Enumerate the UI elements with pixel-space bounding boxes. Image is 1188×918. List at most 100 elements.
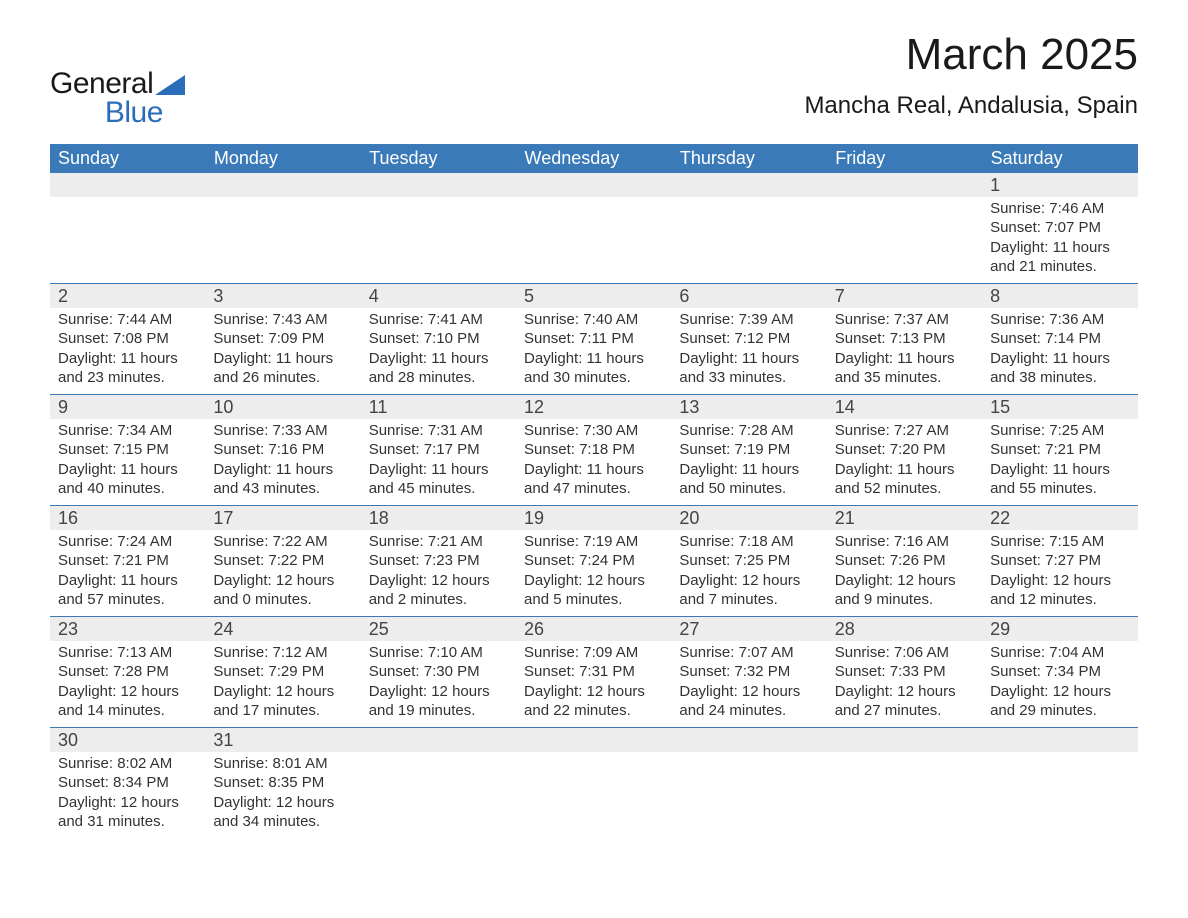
daylight-line: Daylight: 12 hours and 0 minutes. [213,571,352,610]
day-content-cell: Sunrise: 7:15 AMSunset: 7:27 PMDaylight:… [982,530,1137,617]
daylight-line: Daylight: 11 hours and 45 minutes. [369,460,508,499]
day-number-cell: 16 [50,505,205,530]
day-content-cell: Sunrise: 7:13 AMSunset: 7:28 PMDaylight:… [50,641,205,728]
daylight-line: Daylight: 11 hours and 52 minutes. [835,460,974,499]
day-content-cell [671,197,826,284]
sunrise-line: Sunrise: 7:16 AM [835,532,974,552]
sunrise-line: Sunrise: 7:22 AM [213,532,352,552]
sunset-line: Sunset: 7:11 PM [524,329,663,349]
sunrise-line: Sunrise: 7:44 AM [58,310,197,330]
sunset-line: Sunset: 7:18 PM [524,440,663,460]
title-block: March 2025 Mancha Real, Andalusia, Spain [804,30,1138,120]
day-number-cell: 18 [361,505,516,530]
day-content-cell: Sunrise: 7:39 AMSunset: 7:12 PMDaylight:… [671,308,826,395]
daylight-line: Daylight: 12 hours and 24 minutes. [679,682,818,721]
sunrise-line: Sunrise: 7:21 AM [369,532,508,552]
day-content-cell: Sunrise: 7:43 AMSunset: 7:09 PMDaylight:… [205,308,360,395]
day-content-cell: Sunrise: 7:06 AMSunset: 7:33 PMDaylight:… [827,641,982,728]
day-content-cell: Sunrise: 7:40 AMSunset: 7:11 PMDaylight:… [516,308,671,395]
calendar-body: 1Sunrise: 7:46 AMSunset: 7:07 PMDaylight… [50,173,1138,838]
daylight-line: Daylight: 11 hours and 26 minutes. [213,349,352,388]
day-number-cell: 19 [516,505,671,530]
daylight-line: Daylight: 11 hours and 43 minutes. [213,460,352,499]
sunrise-line: Sunrise: 8:01 AM [213,754,352,774]
daylight-line: Daylight: 11 hours and 23 minutes. [58,349,197,388]
day-content-cell [827,752,982,838]
header: General Blue March 2025 Mancha Real, And… [50,30,1138,126]
calendar-header-row: SundayMondayTuesdayWednesdayThursdayFrid… [50,144,1138,173]
day-number-cell: 2 [50,283,205,308]
sunrise-line: Sunrise: 7:46 AM [990,199,1129,219]
sunset-line: Sunset: 7:21 PM [990,440,1129,460]
weekday-header: Thursday [671,144,826,173]
sunset-line: Sunset: 7:14 PM [990,329,1129,349]
sunrise-line: Sunrise: 8:02 AM [58,754,197,774]
sunset-line: Sunset: 7:33 PM [835,662,974,682]
day-content-cell: Sunrise: 7:09 AMSunset: 7:31 PMDaylight:… [516,641,671,728]
day-content-cell: Sunrise: 7:36 AMSunset: 7:14 PMDaylight:… [982,308,1137,395]
sunset-line: Sunset: 7:07 PM [990,218,1129,238]
sunrise-line: Sunrise: 7:13 AM [58,643,197,663]
day-content-cell [671,752,826,838]
daylight-line: Daylight: 12 hours and 5 minutes. [524,571,663,610]
sunrise-line: Sunrise: 7:27 AM [835,421,974,441]
sunset-line: Sunset: 7:34 PM [990,662,1129,682]
daylight-line: Daylight: 12 hours and 14 minutes. [58,682,197,721]
sunrise-line: Sunrise: 7:28 AM [679,421,818,441]
weekday-header: Saturday [982,144,1137,173]
brand-logo: General Blue [50,70,185,126]
weekday-header: Monday [205,144,360,173]
day-number-cell: 30 [50,727,205,752]
sunset-line: Sunset: 7:16 PM [213,440,352,460]
sunrise-line: Sunrise: 7:10 AM [369,643,508,663]
day-content-cell: Sunrise: 7:07 AMSunset: 7:32 PMDaylight:… [671,641,826,728]
month-title: March 2025 [804,30,1138,80]
brand-name: General Blue [50,70,185,126]
weekday-header: Friday [827,144,982,173]
sunset-line: Sunset: 7:13 PM [835,329,974,349]
day-number-cell [361,727,516,752]
day-number-cell: 5 [516,283,671,308]
day-content-cell [827,197,982,284]
sunset-line: Sunset: 7:25 PM [679,551,818,571]
day-number-cell: 27 [671,616,826,641]
daylight-line: Daylight: 11 hours and 57 minutes. [58,571,197,610]
brand-triangle-icon [155,72,185,99]
daylight-line: Daylight: 11 hours and 21 minutes. [990,238,1129,277]
daylight-line: Daylight: 12 hours and 12 minutes. [990,571,1129,610]
day-number-cell: 7 [827,283,982,308]
daylight-line: Daylight: 12 hours and 22 minutes. [524,682,663,721]
sunrise-line: Sunrise: 7:18 AM [679,532,818,552]
day-number-cell [50,173,205,197]
day-number-cell: 24 [205,616,360,641]
daylight-line: Daylight: 12 hours and 29 minutes. [990,682,1129,721]
day-number-cell [516,727,671,752]
day-number-cell: 31 [205,727,360,752]
sunset-line: Sunset: 7:23 PM [369,551,508,571]
sunrise-line: Sunrise: 7:24 AM [58,532,197,552]
day-number-cell: 8 [982,283,1137,308]
day-content-cell: Sunrise: 7:25 AMSunset: 7:21 PMDaylight:… [982,419,1137,506]
sunrise-line: Sunrise: 7:37 AM [835,310,974,330]
day-content-cell: Sunrise: 7:33 AMSunset: 7:16 PMDaylight:… [205,419,360,506]
day-number-cell [671,727,826,752]
weekday-header: Tuesday [361,144,516,173]
sunrise-line: Sunrise: 7:25 AM [990,421,1129,441]
sunrise-line: Sunrise: 7:34 AM [58,421,197,441]
sunrise-line: Sunrise: 7:33 AM [213,421,352,441]
brand-word-2: Blue [105,96,163,129]
day-content-cell: Sunrise: 7:21 AMSunset: 7:23 PMDaylight:… [361,530,516,617]
sunset-line: Sunset: 7:21 PM [58,551,197,571]
location: Mancha Real, Andalusia, Spain [804,92,1138,120]
day-content-cell [516,197,671,284]
sunrise-line: Sunrise: 7:19 AM [524,532,663,552]
day-number-cell: 22 [982,505,1137,530]
day-content-cell: Sunrise: 7:34 AMSunset: 7:15 PMDaylight:… [50,419,205,506]
daylight-line: Daylight: 11 hours and 30 minutes. [524,349,663,388]
sunset-line: Sunset: 8:35 PM [213,773,352,793]
day-content-cell: Sunrise: 7:37 AMSunset: 7:13 PMDaylight:… [827,308,982,395]
sunset-line: Sunset: 7:32 PM [679,662,818,682]
daylight-line: Daylight: 12 hours and 17 minutes. [213,682,352,721]
day-number-cell: 20 [671,505,826,530]
sunrise-line: Sunrise: 7:04 AM [990,643,1129,663]
